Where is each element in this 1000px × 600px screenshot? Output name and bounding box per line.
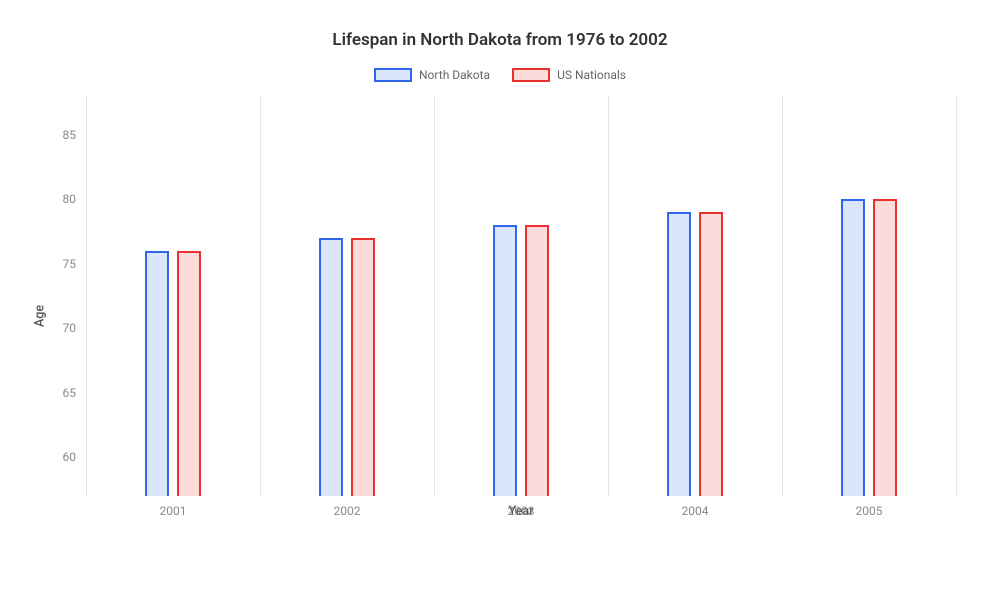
x-tick-label: 2003 xyxy=(508,504,535,518)
legend-item: North Dakota xyxy=(374,68,490,82)
bar xyxy=(177,251,201,496)
bar xyxy=(841,199,865,496)
legend-swatch xyxy=(374,68,412,82)
bar xyxy=(319,238,343,496)
bar xyxy=(699,212,723,496)
chart-container: Lifespan in North Dakota from 1976 to 20… xyxy=(0,0,1000,600)
y-tick-label: 60 xyxy=(63,450,77,464)
x-tick-label: 2001 xyxy=(160,504,187,518)
legend-item: US Nationals xyxy=(512,68,626,82)
bar xyxy=(667,212,691,496)
plot-wrap: Age 60657075808520012002200320042005 Yea… xyxy=(86,96,956,536)
x-tick-label: 2004 xyxy=(682,504,709,518)
legend-label: US Nationals xyxy=(557,68,626,82)
gridline-vertical xyxy=(956,96,957,496)
y-tick-label: 75 xyxy=(63,257,77,271)
bar xyxy=(493,225,517,496)
chart-title: Lifespan in North Dakota from 1976 to 20… xyxy=(30,30,970,50)
y-tick-label: 70 xyxy=(63,321,77,335)
y-tick-label: 80 xyxy=(63,192,77,206)
legend-swatch xyxy=(512,68,550,82)
y-tick-label: 85 xyxy=(63,128,77,142)
bar xyxy=(145,251,169,496)
x-tick-label: 2005 xyxy=(856,504,883,518)
gridline-vertical xyxy=(608,96,609,496)
gridline-vertical xyxy=(434,96,435,496)
gridline-vertical xyxy=(86,96,87,496)
bar xyxy=(351,238,375,496)
y-tick-label: 65 xyxy=(63,386,77,400)
bar xyxy=(873,199,897,496)
legend: North Dakota US Nationals xyxy=(30,68,970,82)
bar xyxy=(525,225,549,496)
plot-area: 60657075808520012002200320042005 xyxy=(86,96,956,496)
gridline-vertical xyxy=(260,96,261,496)
gridline-vertical xyxy=(782,96,783,496)
x-tick-label: 2002 xyxy=(334,504,361,518)
legend-label: North Dakota xyxy=(419,68,490,82)
y-axis-label: Age xyxy=(33,305,48,327)
